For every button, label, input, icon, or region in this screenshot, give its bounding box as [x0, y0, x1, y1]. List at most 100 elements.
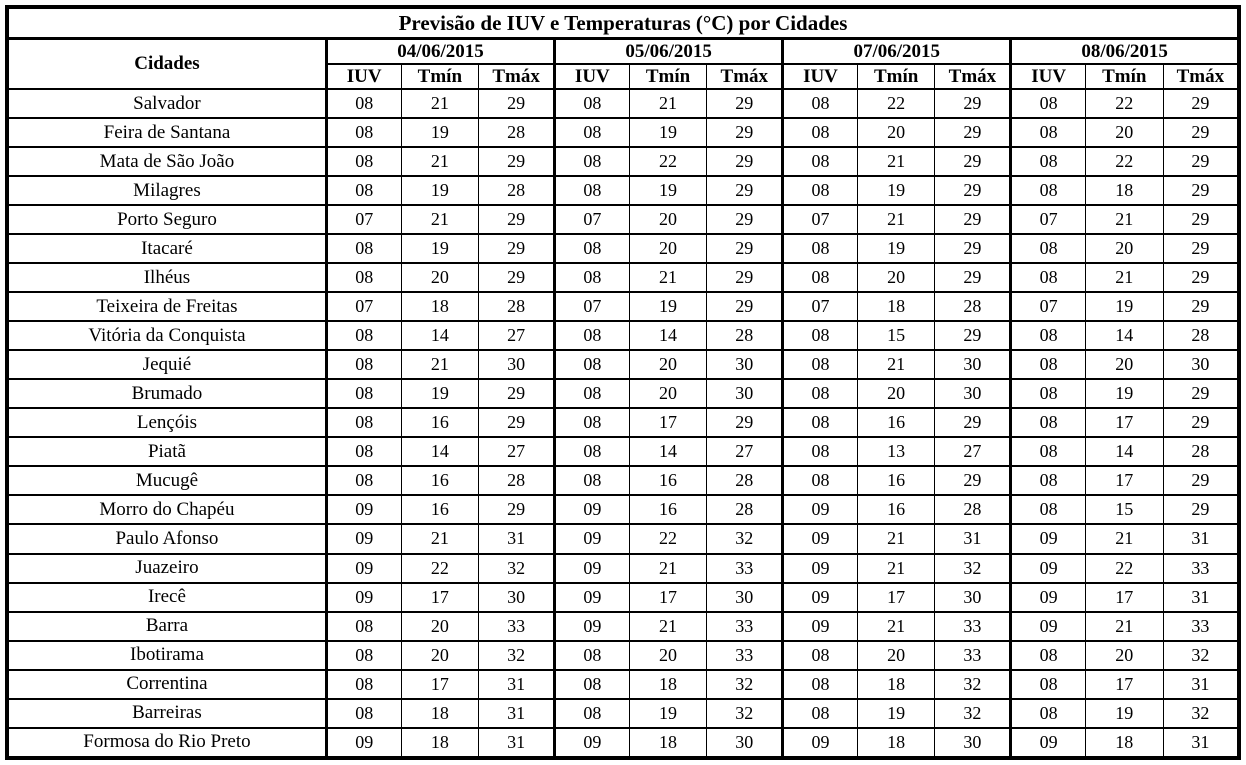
cell-tmín-group-1: 17	[400, 668, 480, 700]
cell-tmín-group-1: 18	[400, 291, 480, 323]
cell-tmín-group-3: 22	[856, 87, 936, 120]
cell-tmín-group-1: 21	[400, 87, 480, 120]
cell-tmín-group-2: 21	[628, 262, 708, 294]
cell-iuv-group-2: 08	[553, 146, 630, 178]
cell-tmáx-group-3: 30	[934, 581, 1012, 613]
table-title: Previsão de IUV e Temperaturas (°C) por …	[6, 6, 1240, 40]
date-header-4: 08/06/2015	[1009, 37, 1240, 65]
cell-tmín-group-4: 20	[1084, 117, 1164, 149]
cell-tmáx-group-1: 29	[478, 407, 556, 439]
table-row: Juazeiro 09 22 32 09 21 33 09 21 32 09 22 33	[6, 552, 1240, 584]
cell-iuv-group-4: 09	[1009, 523, 1086, 555]
city-name: Jequié	[6, 349, 328, 381]
cell-tmáx-group-1: 29	[478, 146, 556, 178]
city-name: Milagres	[6, 175, 328, 207]
cell-iuv-group-4: 08	[1009, 639, 1086, 671]
cell-tmáx-group-3: 29	[934, 117, 1012, 149]
cell-tmín-group-1: 19	[400, 378, 480, 410]
cell-tmáx-group-2: 32	[706, 523, 784, 555]
cell-tmáx-group-1: 31	[478, 726, 556, 760]
cell-iuv-group-3: 08	[781, 349, 858, 381]
table-row: Ilhéus 08 20 29 08 21 29 08 20 29 08 21 29	[6, 262, 1240, 294]
cell-iuv-group-1: 09	[324, 523, 402, 555]
cell-iuv-group-3: 08	[781, 465, 858, 497]
cell-tmín-group-3: 21	[856, 610, 936, 642]
cell-tmín-group-1: 14	[400, 320, 480, 352]
subheader-tmín-group-2: Tmín	[628, 63, 708, 90]
subheader-iuv-group-2: IUV	[553, 63, 630, 90]
cell-iuv-group-3: 08	[781, 146, 858, 178]
city-name: Ibotirama	[6, 639, 328, 671]
city-name: Morro do Chapéu	[6, 494, 328, 526]
cell-iuv-group-3: 08	[781, 320, 858, 352]
cell-tmín-group-1: 20	[400, 262, 480, 294]
cell-tmáx-group-1: 29	[478, 378, 556, 410]
cell-tmáx-group-2: 33	[706, 639, 784, 671]
cell-tmín-group-1: 18	[400, 726, 480, 760]
cell-tmín-group-3: 21	[856, 146, 936, 178]
cell-tmín-group-4: 17	[1084, 465, 1164, 497]
forecast-table: Previsão de IUV e Temperaturas (°C) por …	[5, 5, 1241, 760]
cell-tmín-group-1: 18	[400, 697, 480, 729]
cell-tmín-group-1: 14	[400, 436, 480, 468]
cell-tmáx-group-4: 31	[1162, 581, 1240, 613]
cell-tmáx-group-3: 31	[934, 523, 1012, 555]
cell-tmín-group-3: 19	[856, 233, 936, 265]
cell-iuv-group-4: 09	[1009, 581, 1086, 613]
cell-tmín-group-3: 20	[856, 378, 936, 410]
cell-tmáx-group-3: 29	[934, 465, 1012, 497]
cell-tmáx-group-1: 27	[478, 320, 556, 352]
cell-tmín-group-2: 20	[628, 233, 708, 265]
cell-tmáx-group-4: 31	[1162, 668, 1240, 700]
city-name: Mucugê	[6, 465, 328, 497]
cell-iuv-group-1: 08	[324, 146, 402, 178]
cell-tmáx-group-4: 29	[1162, 175, 1240, 207]
cell-iuv-group-1: 08	[324, 407, 402, 439]
cell-iuv-group-2: 09	[553, 581, 630, 613]
cell-tmín-group-4: 20	[1084, 639, 1164, 671]
cell-tmáx-group-3: 30	[934, 378, 1012, 410]
cell-iuv-group-4: 08	[1009, 117, 1086, 149]
cell-iuv-group-2: 08	[553, 320, 630, 352]
table-row: Correntina 08 17 31 08 18 32 08 18 32 08 17 31	[6, 668, 1240, 700]
cell-tmín-group-1: 19	[400, 117, 480, 149]
cell-tmáx-group-2: 27	[706, 436, 784, 468]
cell-tmáx-group-2: 33	[706, 610, 784, 642]
cell-tmín-group-4: 14	[1084, 436, 1164, 468]
cell-iuv-group-2: 08	[553, 233, 630, 265]
city-name: Feira de Santana	[6, 117, 328, 149]
cell-tmín-group-2: 21	[628, 610, 708, 642]
cell-iuv-group-1: 09	[324, 726, 402, 760]
city-name: Porto Seguro	[6, 204, 328, 236]
cell-tmín-group-3: 18	[856, 726, 936, 760]
cell-tmín-group-2: 14	[628, 320, 708, 352]
cell-tmáx-group-4: 29	[1162, 262, 1240, 294]
cell-iuv-group-3: 08	[781, 668, 858, 700]
cell-tmáx-group-3: 29	[934, 204, 1012, 236]
table-row: Barra 08 20 33 09 21 33 09 21 33 09 21 33	[6, 610, 1240, 642]
cell-iuv-group-3: 08	[781, 262, 858, 294]
city-name: Teixeira de Freitas	[6, 291, 328, 323]
city-name: Barreiras	[6, 697, 328, 729]
cell-iuv-group-3: 08	[781, 639, 858, 671]
subheader-iuv-group-1: IUV	[324, 63, 402, 90]
cell-tmín-group-2: 19	[628, 117, 708, 149]
cell-tmín-group-2: 16	[628, 465, 708, 497]
cell-iuv-group-1: 08	[324, 465, 402, 497]
cell-iuv-group-4: 09	[1009, 610, 1086, 642]
table-row: Barreiras 08 18 31 08 19 32 08 19 32 08 19 32	[6, 697, 1240, 729]
cell-tmáx-group-4: 31	[1162, 726, 1240, 760]
cell-iuv-group-1: 09	[324, 552, 402, 584]
table-row: Jequié 08 21 30 08 20 30 08 21 30 08 20 30	[6, 349, 1240, 381]
cell-tmín-group-1: 21	[400, 204, 480, 236]
cell-iuv-group-1: 08	[324, 436, 402, 468]
cell-tmín-group-2: 20	[628, 378, 708, 410]
cell-tmáx-group-2: 32	[706, 668, 784, 700]
cell-iuv-group-2: 08	[553, 349, 630, 381]
cell-tmáx-group-1: 28	[478, 291, 556, 323]
table-row: Salvador 08 21 29 08 21 29 08 22 29 08 22 29	[6, 87, 1240, 120]
city-name: Brumado	[6, 378, 328, 410]
cell-iuv-group-4: 08	[1009, 87, 1086, 120]
cell-iuv-group-2: 09	[553, 610, 630, 642]
